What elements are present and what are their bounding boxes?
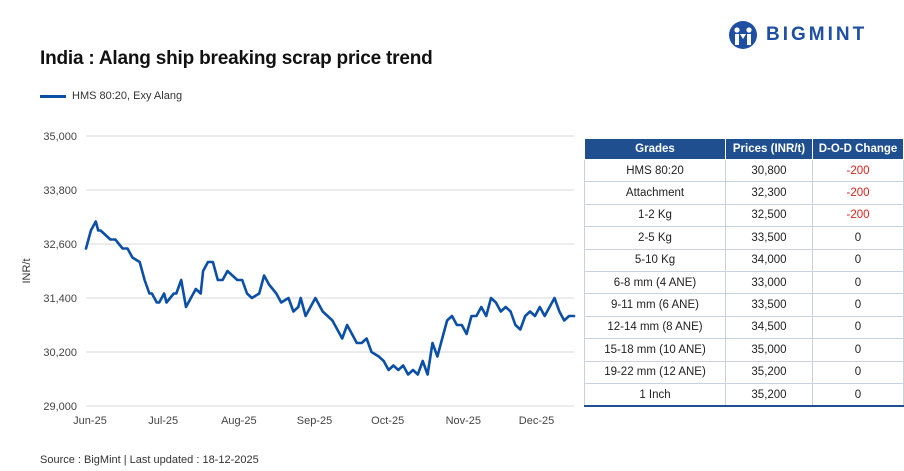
source-note: Source : BigMint | Last updated : 18-12-… [40, 454, 259, 466]
price-cell: 34,000 [725, 249, 813, 272]
grade-cell: 5-10 Kg [584, 249, 726, 272]
change-cell: 0 [812, 361, 904, 384]
column-header-grades: Grades [584, 138, 726, 160]
column-header-prices: Prices (INR/t) [725, 138, 813, 160]
grade-cell: Attachment [584, 181, 726, 205]
x-tick-label: Sep-25 [297, 415, 332, 427]
price-cell: 32,300 [725, 181, 813, 205]
x-tick-label: Aug-25 [221, 415, 256, 427]
table-row: 12-14 mm (8 ANE) 34,500 0 [584, 316, 904, 340]
y-tick-label: 30,200 [43, 347, 77, 359]
change-cell: 0 [812, 271, 904, 295]
price-cell: 35,200 [725, 383, 813, 408]
change-cell: 0 [812, 383, 904, 408]
grade-cell: 15-18 mm (10 ANE) [584, 338, 726, 362]
table-row: 15-18 mm (10 ANE) 35,000 0 [584, 338, 904, 362]
grade-cell: 9-11 mm (6 ANE) [584, 293, 726, 317]
table-row: 5-10 Kg 34,000 0 [584, 249, 904, 272]
price-cell: 33,500 [725, 293, 813, 317]
legend-label: HMS 80:20, Exy Alang [72, 90, 183, 102]
x-tick-label: Nov-25 [446, 415, 481, 427]
table-row: 2-5 Kg 33,500 0 [584, 226, 904, 250]
series-line [84, 220, 576, 376]
y-tick-label: 32,600 [43, 239, 77, 251]
grade-cell: 6-8 mm (4 ANE) [584, 271, 726, 295]
table-header-row: Grades Prices (INR/t) D-O-D Change [584, 138, 904, 160]
change-cell: 0 [812, 293, 904, 317]
legend-swatch [40, 94, 66, 98]
price-cell: 35,200 [725, 361, 813, 384]
change-cell: -200 [812, 181, 904, 205]
grade-cell: 2-5 Kg [584, 226, 726, 250]
grade-cell: 1-2 Kg [584, 204, 726, 228]
brand-name: BIGMINT [766, 24, 868, 45]
table-row: 6-8 mm (4 ANE) 33,000 0 [584, 271, 904, 295]
price-cell: 35,000 [725, 338, 813, 362]
y-tick-label: 33,800 [43, 185, 77, 197]
price-cell: 34,500 [725, 316, 813, 340]
change-cell: 0 [812, 226, 904, 250]
bigmint-logo-icon [729, 21, 757, 49]
brand-logo: BIGMINT [728, 18, 867, 52]
y-axis-label: INR/t [21, 258, 33, 283]
chart-legend: HMS 80:20, Exy Alang [40, 90, 182, 102]
price-cell: 32,500 [725, 204, 813, 228]
y-tick-label: 29,000 [43, 401, 77, 413]
y-tick-label: 31,400 [43, 293, 77, 305]
change-cell: -200 [812, 204, 904, 228]
x-tick-label: Jul-25 [148, 415, 178, 427]
price-cell: 33,000 [725, 271, 813, 295]
y-tick-label: 35,000 [43, 131, 77, 143]
table-row: Attachment 32,300 -200 [584, 181, 904, 205]
change-cell: 0 [812, 316, 904, 340]
table-row: 1 Inch 35,200 0 [584, 383, 904, 408]
price-cell: 30,800 [725, 159, 813, 183]
table-row: 9-11 mm (6 ANE) 33,500 0 [584, 293, 904, 317]
change-cell: 0 [812, 249, 904, 272]
x-tick-label: Jun-25 [73, 415, 107, 427]
x-tick-label: Oct-25 [371, 415, 404, 427]
table-row: HMS 80:20 30,800 -200 [584, 159, 904, 183]
grade-cell: 1 Inch [584, 383, 726, 408]
x-tick-label: Dec-25 [519, 415, 554, 427]
grade-cell: 12-14 mm (8 ANE) [584, 316, 726, 340]
grade-cell: HMS 80:20 [584, 159, 726, 183]
chart-title: India : Alang ship breaking scrap price … [40, 48, 433, 69]
table-row: 19-22 mm (12 ANE) 35,200 0 [584, 361, 904, 384]
change-cell: 0 [812, 338, 904, 362]
grades-table: Grades Prices (INR/t) D-O-D Change HMS 8… [584, 138, 904, 408]
change-cell: -200 [812, 159, 904, 183]
table-row: 1-2 Kg 32,500 -200 [584, 204, 904, 228]
price-cell: 33,500 [725, 226, 813, 250]
grade-cell: 19-22 mm (12 ANE) [584, 361, 726, 384]
column-header-change: D-O-D Change [812, 138, 904, 160]
